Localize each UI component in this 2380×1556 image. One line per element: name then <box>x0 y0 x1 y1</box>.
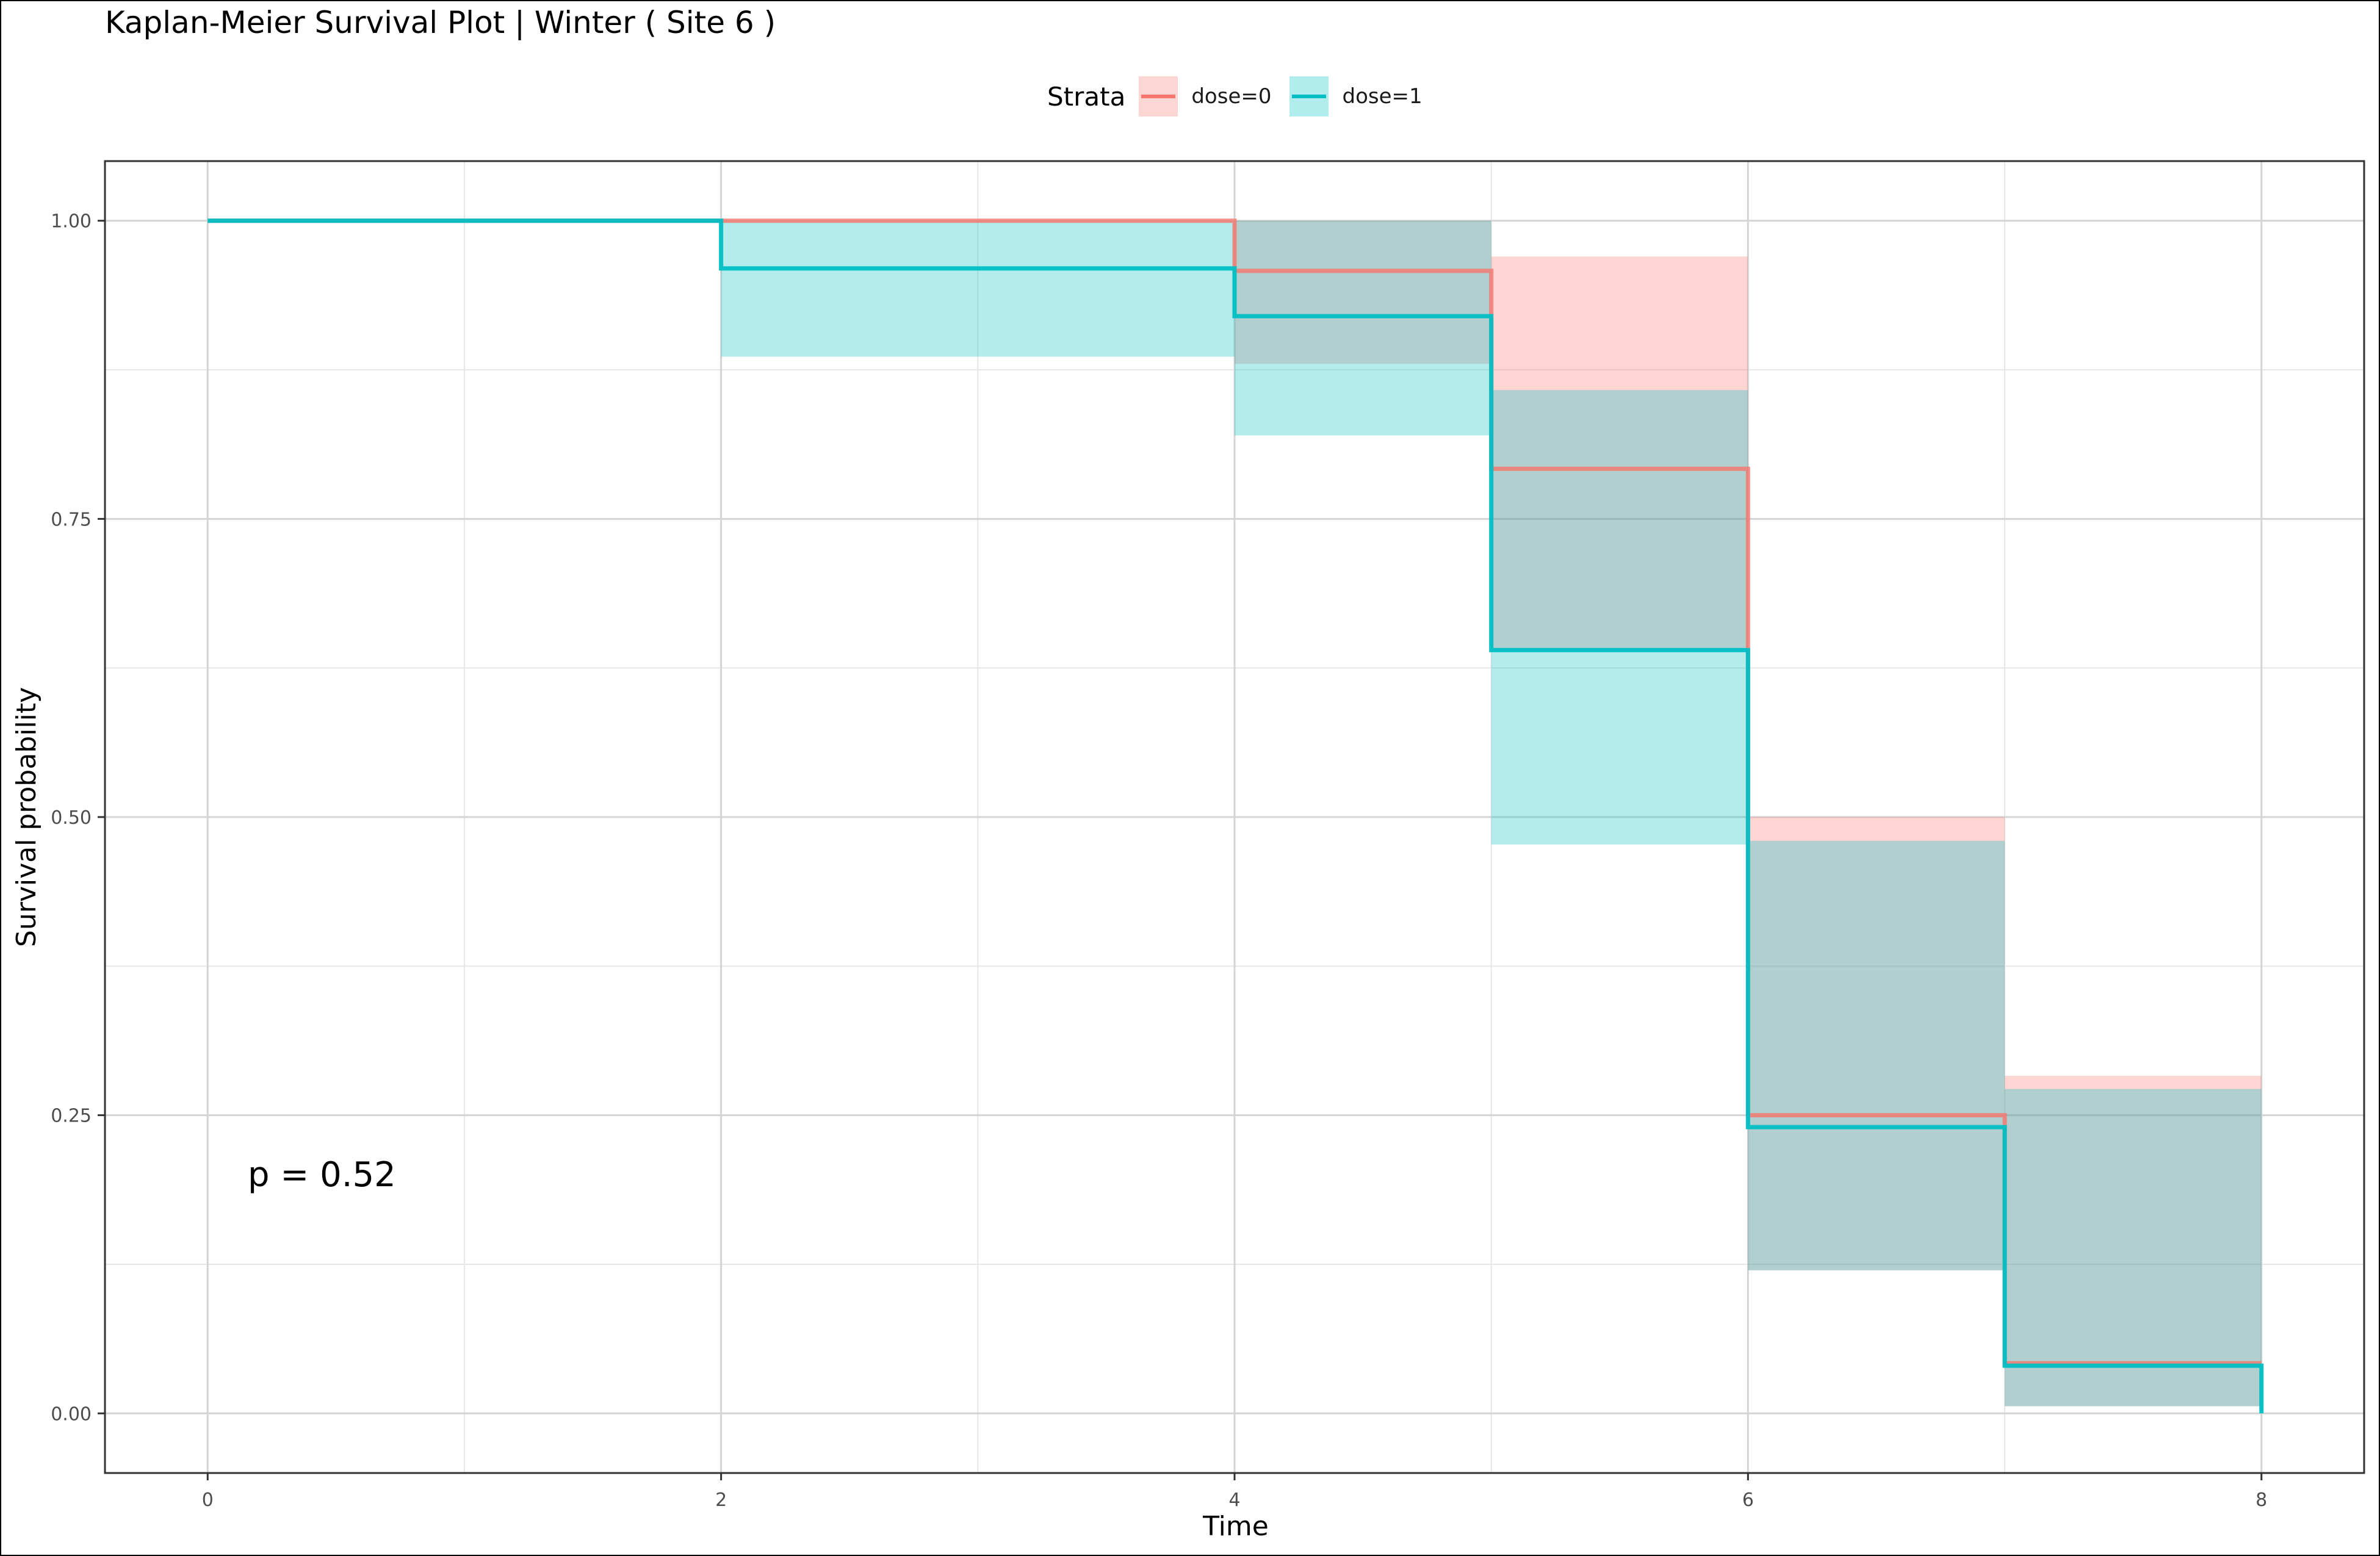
ci-band-dose1-segment <box>1491 390 1748 845</box>
y-tick-label: 1.00 <box>51 211 92 232</box>
y-tick-label: 0.25 <box>51 1106 92 1127</box>
ci-band-dose1-segment <box>2005 1089 2262 1407</box>
legend-title: Strata <box>1047 81 1126 112</box>
x-tick-label: 6 <box>1742 1489 1754 1511</box>
x-tick-label: 4 <box>1228 1489 1240 1511</box>
y-tick-label: 0.00 <box>51 1403 92 1425</box>
survival-curves <box>207 218 2264 1414</box>
legend-key-dose1 <box>1289 76 1329 117</box>
ci-band-dose0-segment <box>2005 1076 2262 1407</box>
x-axis-label: Time <box>1202 1511 1269 1542</box>
survival-curve-dose1 <box>207 218 2264 1414</box>
x-tick-label: 8 <box>2256 1489 2267 1511</box>
legend-key-dose0 <box>1139 76 1178 117</box>
ci-band-dose0-segment <box>1235 220 1491 364</box>
ci-band-dose0-segment <box>1491 256 1748 650</box>
x-tick-label: 0 <box>202 1489 214 1511</box>
y-tick-label: 0.75 <box>51 509 92 530</box>
ci-band-dose1-segment <box>721 220 1235 357</box>
ci-band-dose0-segment <box>1748 817 2005 1270</box>
x-tick-label: 2 <box>715 1489 727 1511</box>
legend-label-dose1: dose=1 <box>1342 84 1423 109</box>
ci-band-dose1-segment <box>1235 220 1491 436</box>
y-axis-label: Survival probability <box>11 687 42 947</box>
y-tick-label: 0.50 <box>51 807 92 829</box>
axis-layer: 0 2 4 6 8 0.00 0.25 0.50 0.75 1.00 <box>51 211 2267 1511</box>
legend: Strata dose=0 dose=1 <box>1047 74 1441 118</box>
chart-title: Kaplan-Meier Survival Plot | Winter ( Si… <box>105 5 776 40</box>
legend-label-dose0: dose=0 <box>1191 84 1272 109</box>
p-value-annotation: p = 0.52 <box>248 1155 396 1195</box>
confidence-bands <box>721 220 2262 1407</box>
ci-band-dose1-segment <box>1748 841 2005 1270</box>
